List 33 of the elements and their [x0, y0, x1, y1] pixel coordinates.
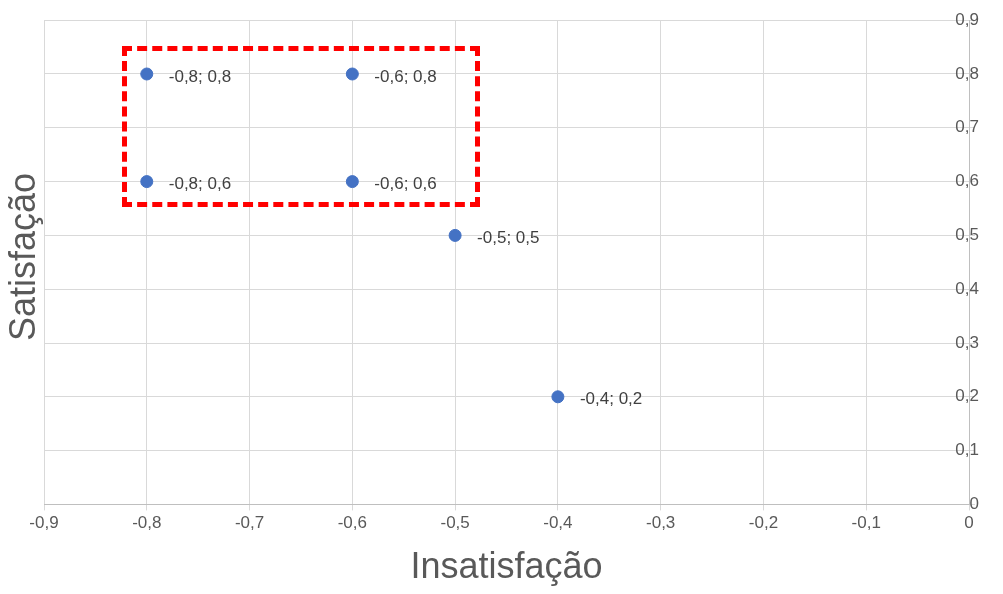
data-label: -0,8; 0,6: [168, 174, 232, 194]
data-label: -0,6; 0,6: [374, 174, 437, 194]
y-tick-label: 0,5: [955, 225, 979, 245]
x-tick-label: -0,9: [29, 513, 59, 533]
point: [140, 175, 154, 189]
y-tick-label: 0: [969, 494, 979, 514]
x-tick-label: -0,6: [337, 513, 367, 533]
point: [345, 175, 359, 189]
x-tick-label: -0,8: [132, 513, 162, 533]
x-axis-title: Insatisfação: [410, 545, 603, 587]
point: [140, 67, 154, 81]
y-tick-label: 0,1: [955, 440, 979, 460]
x-tick-label: -0,3: [646, 513, 676, 533]
point: [345, 67, 359, 81]
data-label: -0,8; 0,8: [168, 66, 232, 86]
y-tick-label: 0,9: [955, 9, 979, 29]
point: [448, 228, 462, 242]
x-tick-label: -0,7: [234, 513, 265, 533]
y-tick-label: 0,4: [955, 278, 979, 298]
y-tick-label: 0,2: [955, 386, 979, 406]
y-tick-label: 0,7: [955, 117, 979, 137]
x-tick-label: -0,1: [851, 513, 881, 533]
y-tick-label: 0,3: [955, 332, 979, 352]
y-axis-title: Satisfação: [2, 172, 44, 342]
x-tick-label: -0,4: [543, 513, 573, 533]
data-label: -0,6; 0,8: [374, 66, 437, 86]
y-tick-label: 0,8: [955, 63, 979, 83]
point: [551, 390, 565, 404]
data-label: -0,5; 0,5: [477, 228, 540, 248]
x-tick-label: -0,5: [440, 513, 470, 533]
data-label: -0,4; 0,2: [579, 389, 643, 409]
x-tick-label: -0,2: [748, 513, 779, 533]
y-tick-label: 0,6: [955, 171, 979, 191]
